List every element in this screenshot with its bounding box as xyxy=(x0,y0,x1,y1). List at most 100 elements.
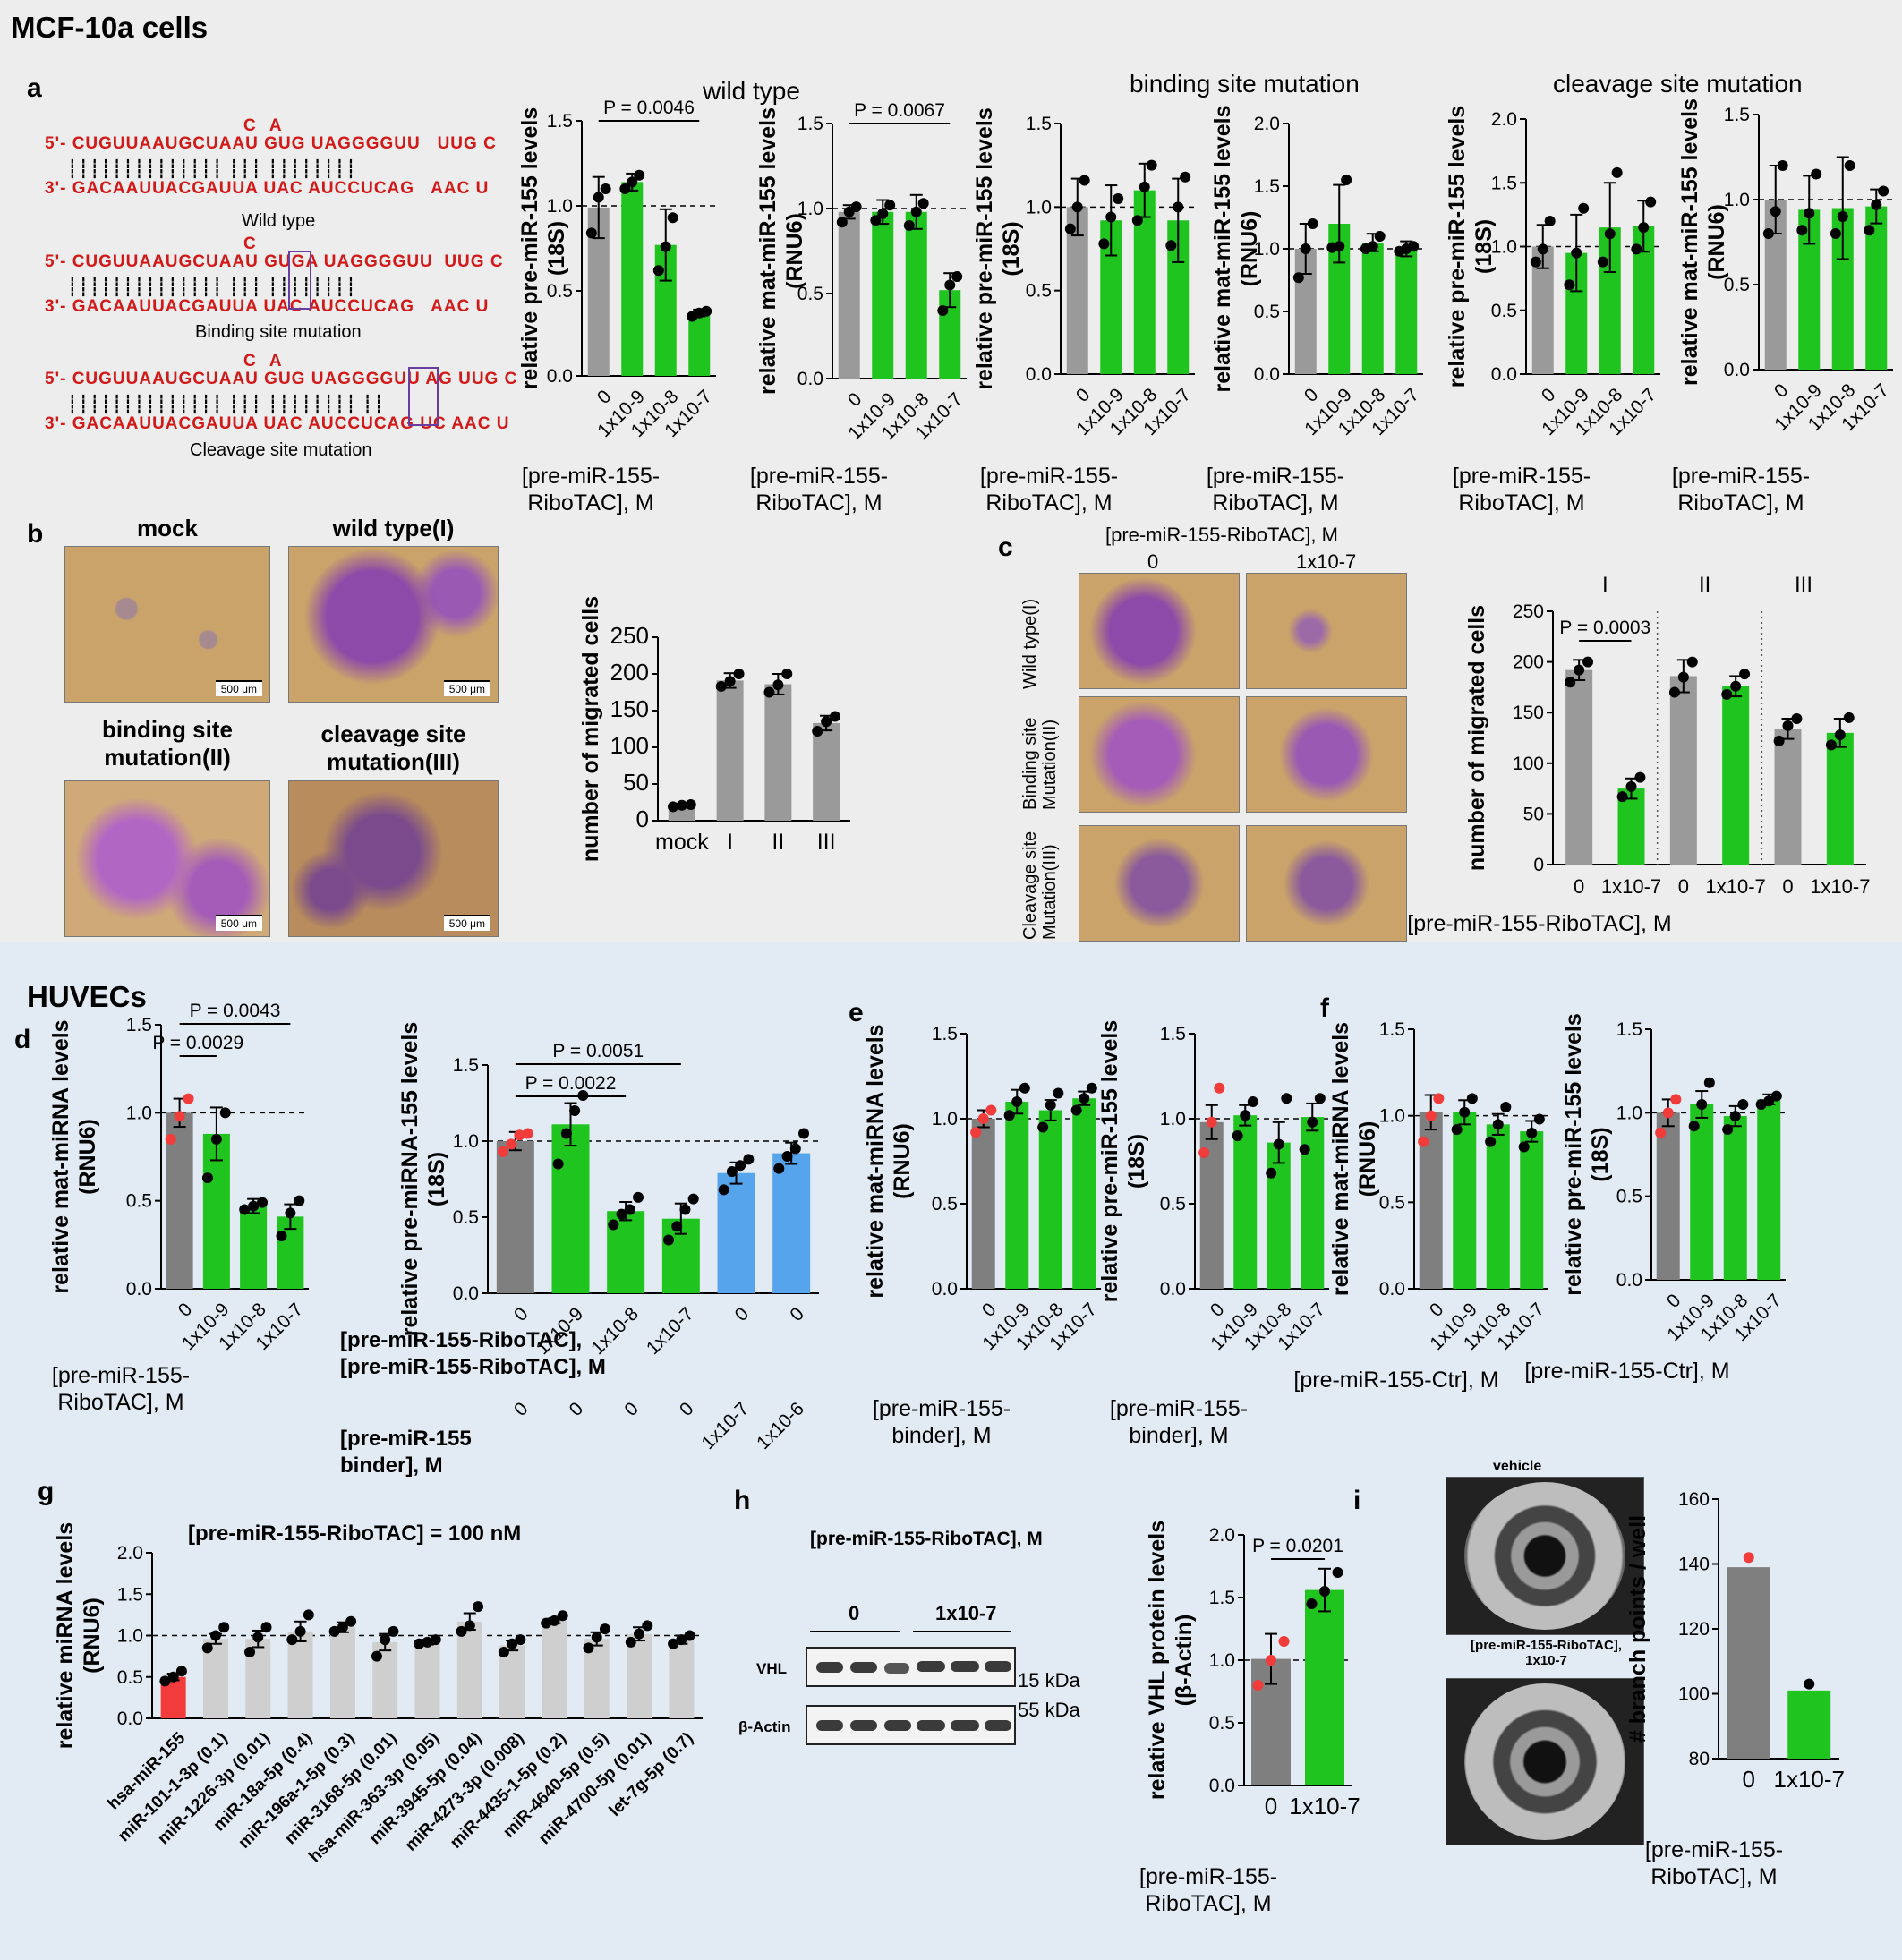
panel-letter-b: b xyxy=(27,519,44,549)
data-point xyxy=(1341,175,1352,185)
micrograph-c-cleavage-0 xyxy=(1079,825,1240,942)
micrograph-label: binding site mutation(II) xyxy=(102,716,233,771)
y-axis-label-line: number of migrated cells xyxy=(1464,605,1489,871)
bar xyxy=(772,1153,811,1293)
data-point xyxy=(1273,1138,1284,1150)
bar xyxy=(329,1627,355,1718)
y-tick-label: 0.0 xyxy=(1209,1776,1235,1796)
data-point xyxy=(600,183,611,194)
chart-b: 0 50 100 150 200 250 number of migrated cells m… xyxy=(578,596,850,862)
data-point xyxy=(514,1129,525,1141)
x-axis-label-line: [pre-miR-155-RiboTAC], M xyxy=(1407,911,1671,936)
data-point xyxy=(1526,1128,1538,1138)
data-point xyxy=(506,1138,517,1150)
x-tick-label: 0 xyxy=(175,1299,197,1321)
x-tick-label: 0 xyxy=(593,386,616,408)
y-tick-label: 160 xyxy=(1678,1489,1710,1510)
data-point xyxy=(679,1204,691,1215)
micrograph-label: wild type(I) xyxy=(332,515,455,541)
x-axis-label-line: RiboTAC], M xyxy=(57,1390,183,1415)
y-axis-label: relative mat-miR-155 levels(RNU6) xyxy=(755,107,807,395)
y-axis-label: relative pre-miR-155 levels(18S) xyxy=(1561,1013,1613,1295)
y-tick-label: 0.5 xyxy=(117,1667,143,1688)
bar xyxy=(669,1640,695,1718)
blot-actin xyxy=(806,1705,1016,1745)
x-tick-label: 0 xyxy=(1663,1290,1685,1312)
data-point xyxy=(252,1632,264,1643)
data-point xyxy=(1811,168,1822,180)
bar xyxy=(764,684,792,821)
bar xyxy=(1565,669,1593,865)
blot-row-label: β-Actin xyxy=(738,1718,791,1735)
y-tick-label: 1.5 xyxy=(1209,1588,1235,1608)
data-point xyxy=(733,669,745,679)
y-axis-label: number of migrated cells xyxy=(578,596,603,862)
blot-row-label: VHL xyxy=(756,1660,787,1677)
y-tick-label: 1.5 xyxy=(453,1055,479,1076)
group-title-binding: binding site mutation xyxy=(1130,70,1360,98)
hairpin-top-strand: 5'- CUGUUAAUGCUAAU GUG UAGGGGUU AG UUG C xyxy=(45,370,518,388)
micrograph-c-binding-1 xyxy=(1246,696,1407,813)
bar xyxy=(1727,1567,1770,1759)
data-point xyxy=(549,1615,560,1626)
data-point xyxy=(1634,771,1646,783)
y-tick-label: 50 xyxy=(623,769,649,796)
data-point xyxy=(1645,196,1657,208)
y-tick-label: 1.5 xyxy=(932,1024,958,1044)
data-point xyxy=(294,1195,305,1206)
y-axis-label-line: (18S) xyxy=(1471,219,1497,274)
data-point xyxy=(608,1219,619,1231)
y-tick-label: 0.5 xyxy=(1491,301,1517,321)
bar xyxy=(1723,1116,1747,1280)
hairpin-top-strand: 5'- CUGUUAAUGCUAAU GUG UAGGGGUU UUG C xyxy=(45,134,497,153)
y-axis-label-line: (18S) xyxy=(1588,1127,1613,1181)
data-point xyxy=(210,1133,222,1145)
y-tick-label: 1.0 xyxy=(1491,237,1517,258)
data-point xyxy=(1878,185,1889,197)
data-point xyxy=(676,1634,687,1646)
data-point xyxy=(1597,256,1608,268)
panel-letter-d: d xyxy=(14,1025,31,1054)
data-point xyxy=(1198,1147,1210,1158)
x-tick-label: 0 xyxy=(1678,875,1689,898)
data-point xyxy=(473,1601,484,1613)
bar xyxy=(1722,686,1750,865)
y-tick-label: 1.5 xyxy=(797,114,823,134)
data-point xyxy=(781,669,793,679)
data-point xyxy=(625,1636,636,1648)
y-tick-label: 1.0 xyxy=(1026,197,1052,217)
data-point xyxy=(244,1647,256,1657)
data-point xyxy=(1871,199,1882,210)
data-point xyxy=(1773,735,1785,746)
data-point xyxy=(201,1172,213,1184)
data-point xyxy=(1418,1136,1429,1147)
bar xyxy=(414,1641,440,1718)
data-point xyxy=(1492,1119,1504,1130)
micrograph-cleavage-mutation: 500 μm xyxy=(288,780,499,937)
x-axis-label-line: RiboTAC], M xyxy=(527,490,653,516)
x-tick-label: 0 xyxy=(510,1398,533,1420)
bar xyxy=(1305,1589,1344,1785)
x-tick-label: 0 xyxy=(676,1398,698,1420)
y-tick-label: 250 xyxy=(610,622,649,649)
data-point xyxy=(337,1622,348,1633)
hairpin-bottom-strand: 3'- GACAAUUACGAUUA UAC AUCCUCAG UC AAC U xyxy=(45,414,510,433)
y-axis-label-line: relative miRNA levels xyxy=(53,1522,78,1749)
panel-h-header: [pre-miR-155-RiboTAC], M xyxy=(810,1529,1043,1549)
bar xyxy=(1233,1115,1258,1289)
micrograph-c-wt-0 xyxy=(1079,573,1240,689)
data-point xyxy=(1300,243,1311,254)
data-point xyxy=(1544,216,1556,226)
scale-bar: 500 μm xyxy=(215,915,262,931)
data-point xyxy=(1834,729,1846,741)
band xyxy=(985,1720,1011,1731)
data-point xyxy=(1139,181,1150,192)
x-tick-label: 0 xyxy=(1538,384,1560,406)
y-tick-label: 1.0 xyxy=(1209,1650,1235,1671)
data-point xyxy=(174,1111,185,1122)
y-axis-label-line: (RNU6) xyxy=(890,1123,915,1199)
data-point xyxy=(1003,1110,1015,1121)
data-point xyxy=(1564,279,1575,291)
data-point xyxy=(591,1632,602,1643)
x-axis-label: [pre-miR-155-binder], M xyxy=(873,1396,1011,1448)
